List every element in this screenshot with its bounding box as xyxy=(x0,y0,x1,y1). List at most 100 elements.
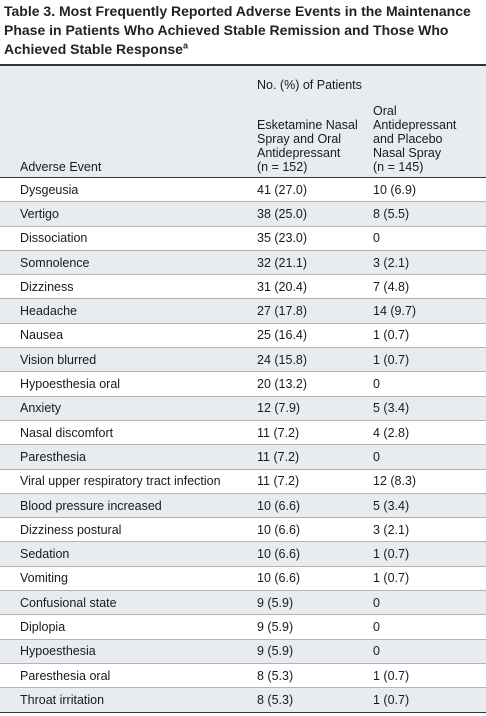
table-row: Dissociation 35 (23.0) 0 xyxy=(0,226,486,251)
table-row: Somnolence 32 (21.1) 3 (2.1) xyxy=(0,250,486,276)
adverse-event-cell: Throat irritation xyxy=(0,687,253,713)
table-row: Nausea 25 (16.4) 1 (0.7) xyxy=(0,323,486,349)
table-row: Nasal discomfort 11 (7.2) 4 (2.8) xyxy=(0,420,486,446)
placebo-value-cell: 1 (0.7) xyxy=(369,541,486,567)
adverse-event-cell: Dizziness postural xyxy=(0,517,253,543)
footnote-marker: a xyxy=(182,40,188,51)
table-row: Anxiety 12 (7.9) 5 (3.4) xyxy=(0,396,486,421)
esketamine-value-cell: 10 (6.6) xyxy=(253,517,369,543)
adverse-event-cell: Confusional state xyxy=(0,590,253,616)
column-header-placebo: Oral Antidepressant and Placebo Nasal Sp… xyxy=(369,94,486,178)
esketamine-value-cell: 38 (25.0) xyxy=(253,201,369,227)
table-row: Diplopia 9 (5.9) 0 xyxy=(0,614,486,640)
placebo-value-cell: 3 (2.1) xyxy=(369,517,486,543)
adverse-events-table: No. (%) of Patients Adverse Event Esketa… xyxy=(0,66,486,713)
esketamine-value-cell: 25 (16.4) xyxy=(253,323,369,349)
adverse-event-cell: Vision blurred xyxy=(0,347,253,373)
table-row: Viral upper respiratory tract infection 1… xyxy=(0,469,486,494)
table-row: Vision blurred 24 (15.8) 1 (0.7) xyxy=(0,347,486,373)
table-header: No. (%) of Patients Adverse Event Esketa… xyxy=(0,66,486,178)
placebo-value-cell: 0 xyxy=(369,590,486,616)
placebo-value-cell: 8 (5.5) xyxy=(369,201,486,227)
table-body: Dysgeusia 41 (27.0) 10 (6.9) Vertigo 38 (25.… xyxy=(0,177,486,713)
adverse-event-cell: Dysgeusia xyxy=(0,177,253,203)
adverse-event-cell: Vertigo xyxy=(0,201,253,227)
esketamine-value-cell: 27 (17.8) xyxy=(253,298,369,324)
placebo-value-cell: 7 (4.8) xyxy=(369,274,486,300)
adverse-event-cell: Viral upper respiratory tract infection xyxy=(0,469,253,494)
column-header-adverse-event: Adverse Event xyxy=(20,160,102,174)
placebo-value-cell: 0 xyxy=(369,639,486,664)
esketamine-value-cell: 10 (6.6) xyxy=(253,566,369,592)
esketamine-value-cell: 9 (5.9) xyxy=(253,639,369,664)
table-row: Sedation 10 (6.6) 1 (0.7) xyxy=(0,541,486,567)
table-row: Throat irritation 8 (5.3) 1 (0.7) xyxy=(0,687,486,713)
table-row: Dizziness postural 10 (6.6) 3 (2.1) xyxy=(0,517,486,543)
table-row: Headache 27 (17.8) 14 (9.7) xyxy=(0,298,486,324)
placebo-value-cell: 1 (0.7) xyxy=(369,323,486,349)
placebo-value-cell: 5 (3.4) xyxy=(369,493,486,519)
esketamine-value-cell: 9 (5.9) xyxy=(253,614,369,640)
column-header-line: Oral xyxy=(373,104,397,118)
adverse-event-cell: Nasal discomfort xyxy=(0,420,253,446)
top-rule xyxy=(0,64,486,66)
column-header-line: (n = 145) xyxy=(373,160,424,174)
column-header-line: Spray and Oral xyxy=(257,132,342,146)
column-header-line: Esketamine Nasal xyxy=(257,118,358,132)
placebo-value-cell: 1 (0.7) xyxy=(369,347,486,373)
esketamine-value-cell: 9 (5.9) xyxy=(253,590,369,616)
adverse-event-cell: Diplopia xyxy=(0,614,253,640)
table-row: Vertigo 38 (25.0) 8 (5.5) xyxy=(0,201,486,227)
table-title-text: Table 3. Most Frequently Reported Advers… xyxy=(4,3,471,57)
column-header-line: Nasal Spray xyxy=(373,146,442,160)
column-header-line: and Placebo xyxy=(373,132,443,146)
placebo-value-cell: 0 xyxy=(369,371,486,397)
placebo-value-cell: 14 (9.7) xyxy=(369,298,486,324)
column-header-esketamine: Esketamine Nasal Spray and Oral Antidepr… xyxy=(253,94,369,178)
adverse-event-cell: Hypoesthesia xyxy=(0,639,253,664)
table-row: Dysgeusia 41 (27.0) 10 (6.9) xyxy=(0,177,486,203)
esketamine-value-cell: 31 (20.4) xyxy=(253,274,369,300)
column-header-line: (n = 152) xyxy=(257,160,308,174)
esketamine-value-cell: 10 (6.6) xyxy=(253,493,369,519)
table-row: Blood pressure increased 10 (6.6) 5 (3.4) xyxy=(0,493,486,519)
adverse-event-cell: Nausea xyxy=(0,323,253,349)
adverse-event-cell: Paresthesia xyxy=(0,444,253,470)
table-row: Dizziness 31 (20.4) 7 (4.8) xyxy=(0,274,486,300)
header-spacer xyxy=(0,66,253,94)
placebo-value-cell: 10 (6.9) xyxy=(369,177,486,203)
adverse-event-cell: Blood pressure increased xyxy=(0,493,253,519)
placebo-value-cell: 0 xyxy=(369,444,486,470)
esketamine-value-cell: 8 (5.3) xyxy=(253,663,369,689)
placebo-value-cell: 1 (0.7) xyxy=(369,663,486,689)
adverse-event-cell: Somnolence xyxy=(0,250,253,276)
esketamine-value-cell: 20 (13.2) xyxy=(253,371,369,397)
adverse-event-cell: Headache xyxy=(0,298,253,324)
adverse-event-cell: Vomiting xyxy=(0,566,253,592)
adverse-event-cell: Dissociation xyxy=(0,226,253,251)
placebo-value-cell: 4 (2.8) xyxy=(369,420,486,446)
placebo-value-cell: 1 (0.7) xyxy=(369,566,486,592)
adverse-event-cell: Hypoesthesia oral xyxy=(0,371,253,397)
esketamine-value-cell: 24 (15.8) xyxy=(253,347,369,373)
table-title: Table 3. Most Frequently Reported Advers… xyxy=(4,2,482,59)
adverse-event-cell: Paresthesia oral xyxy=(0,663,253,689)
esketamine-value-cell: 11 (7.2) xyxy=(253,444,369,470)
esketamine-value-cell: 32 (21.1) xyxy=(253,250,369,276)
placebo-value-cell: 12 (8.3) xyxy=(369,469,486,494)
placebo-value-cell: 1 (0.7) xyxy=(369,687,486,713)
placebo-value-cell: 5 (3.4) xyxy=(369,396,486,421)
column-header-line: Antidepressant xyxy=(257,146,341,160)
adverse-event-cell: Dizziness xyxy=(0,274,253,300)
column-header-line: Antidepressant xyxy=(373,118,457,132)
table-row: Confusional state 9 (5.9) 0 xyxy=(0,590,486,616)
table-row: Paresthesia oral 8 (5.3) 1 (0.7) xyxy=(0,663,486,689)
placebo-value-cell: 0 xyxy=(369,614,486,640)
esketamine-value-cell: 8 (5.3) xyxy=(253,687,369,713)
esketamine-value-cell: 41 (27.0) xyxy=(253,177,369,203)
adverse-event-cell: Anxiety xyxy=(0,396,253,421)
esketamine-value-cell: 35 (23.0) xyxy=(253,226,369,251)
adverse-event-cell: Sedation xyxy=(0,541,253,567)
column-group-header: No. (%) of Patients xyxy=(253,66,486,94)
table-row: Hypoesthesia 9 (5.9) 0 xyxy=(0,639,486,664)
